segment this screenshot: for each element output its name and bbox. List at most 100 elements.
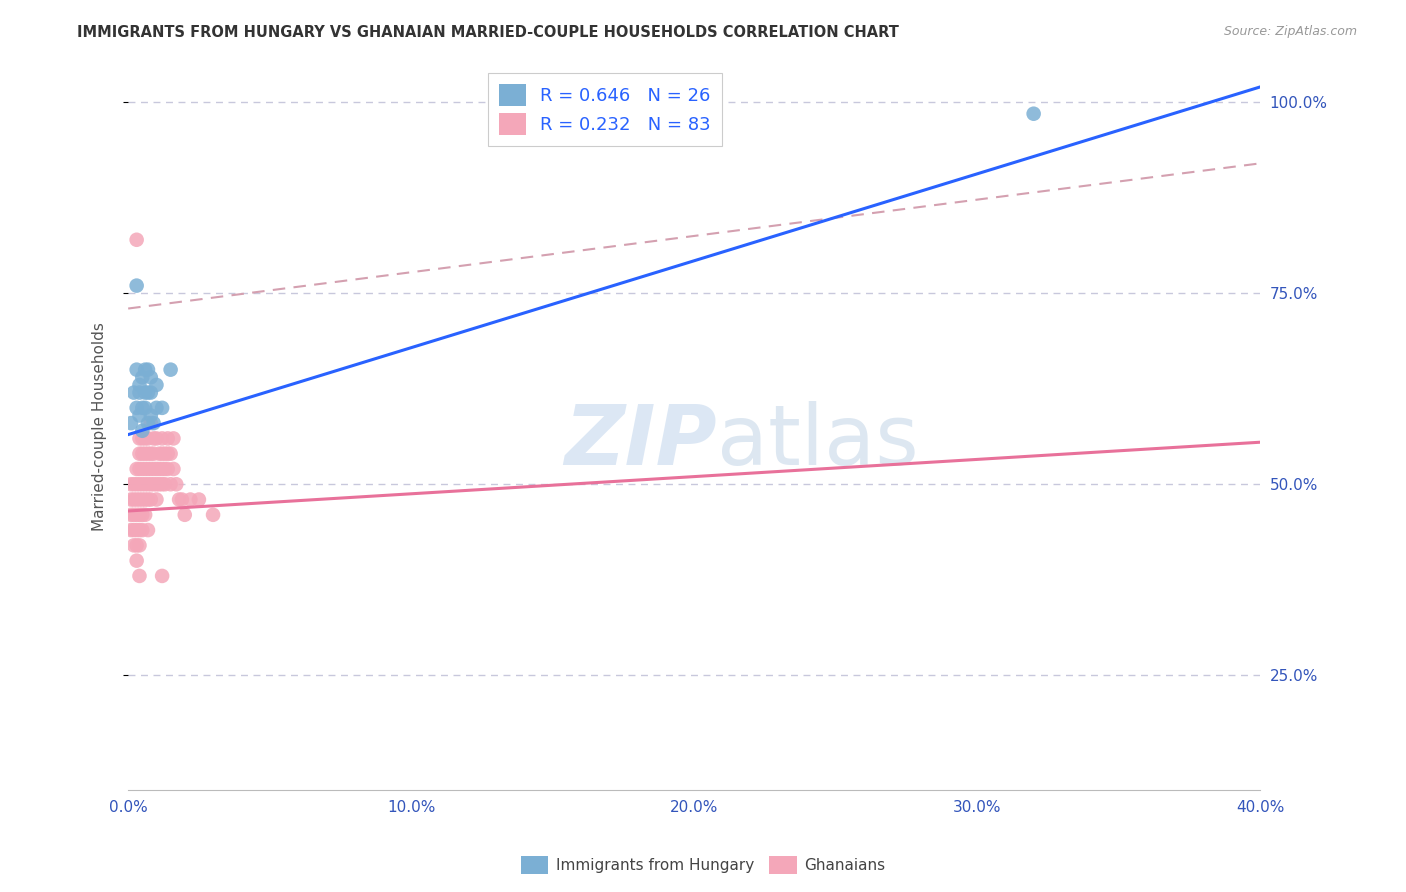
Point [139, 409, 162, 423]
Point [120, 523, 142, 537]
Point [125, 492, 148, 507]
Point [128, 523, 150, 537]
Point [136, 523, 159, 537]
Point [150, 447, 173, 461]
Point [122, 492, 145, 507]
Point [134, 447, 156, 461]
Point [153, 447, 176, 461]
Point [202, 508, 225, 522]
Point [179, 492, 201, 507]
Point [128, 492, 150, 507]
Point [134, 401, 156, 415]
Point [125, 278, 148, 293]
Point [139, 416, 162, 430]
Point [134, 477, 156, 491]
Point [145, 401, 167, 415]
Point [139, 385, 162, 400]
Point [139, 447, 162, 461]
Point [136, 462, 159, 476]
Point [125, 401, 148, 415]
Point [131, 447, 153, 461]
Point [131, 370, 153, 384]
Point [145, 477, 167, 491]
Point [142, 431, 165, 445]
Point [122, 385, 145, 400]
Point [125, 233, 148, 247]
Point [128, 378, 150, 392]
Point [142, 477, 165, 491]
Point [142, 462, 165, 476]
Point [150, 431, 173, 445]
Point [170, 492, 193, 507]
Point [134, 431, 156, 445]
Point [134, 508, 156, 522]
Point [153, 462, 176, 476]
Point [122, 538, 145, 552]
Point [131, 401, 153, 415]
Point [148, 447, 170, 461]
Point [159, 362, 181, 376]
Point [128, 538, 150, 552]
Point [134, 462, 156, 476]
Point [131, 424, 153, 438]
Point [125, 554, 148, 568]
Point [122, 523, 145, 537]
Point [173, 508, 195, 522]
Point [128, 431, 150, 445]
Point [142, 447, 165, 461]
Point [165, 477, 187, 491]
Point [136, 447, 159, 461]
Point [120, 492, 142, 507]
Point [131, 477, 153, 491]
Point [159, 477, 181, 491]
Point [131, 462, 153, 476]
Point [128, 409, 150, 423]
Point [131, 431, 153, 445]
Point [125, 508, 148, 522]
Point [136, 416, 159, 430]
Point [131, 523, 153, 537]
Point [150, 569, 173, 583]
Point [125, 523, 148, 537]
Point [120, 416, 142, 430]
Text: ZIP: ZIP [564, 401, 717, 482]
Point [148, 462, 170, 476]
Point [150, 477, 173, 491]
Point [156, 462, 179, 476]
Point [139, 370, 162, 384]
Point [131, 492, 153, 507]
Point [139, 477, 162, 491]
Point [131, 508, 153, 522]
Point [128, 477, 150, 491]
Point [136, 492, 159, 507]
Point [128, 569, 150, 583]
Point [187, 492, 209, 507]
Text: Source: ZipAtlas.com: Source: ZipAtlas.com [1223, 25, 1357, 38]
Point [136, 385, 159, 400]
Point [150, 401, 173, 415]
Point [125, 462, 148, 476]
Point [156, 431, 179, 445]
Point [142, 416, 165, 430]
Point [162, 462, 184, 476]
Point [122, 477, 145, 491]
Y-axis label: Married-couple Households: Married-couple Households [93, 323, 107, 532]
Point [145, 431, 167, 445]
Text: IMMIGRANTS FROM HUNGARY VS GHANAIAN MARRIED-COUPLE HOUSEHOLDS CORRELATION CHART: IMMIGRANTS FROM HUNGARY VS GHANAIAN MARR… [77, 25, 900, 40]
Point [134, 492, 156, 507]
Point [122, 508, 145, 522]
Point [139, 462, 162, 476]
Point [148, 477, 170, 491]
Point [162, 431, 184, 445]
Legend: R = 0.646   N = 26, R = 0.232   N = 83: R = 0.646 N = 26, R = 0.232 N = 83 [488, 73, 721, 146]
Point [128, 385, 150, 400]
Point [156, 447, 179, 461]
Point [134, 362, 156, 376]
Point [153, 477, 176, 491]
Point [120, 508, 142, 522]
Point [145, 378, 167, 392]
Point [128, 447, 150, 461]
Point [136, 431, 159, 445]
Point [128, 462, 150, 476]
Point [145, 492, 167, 507]
